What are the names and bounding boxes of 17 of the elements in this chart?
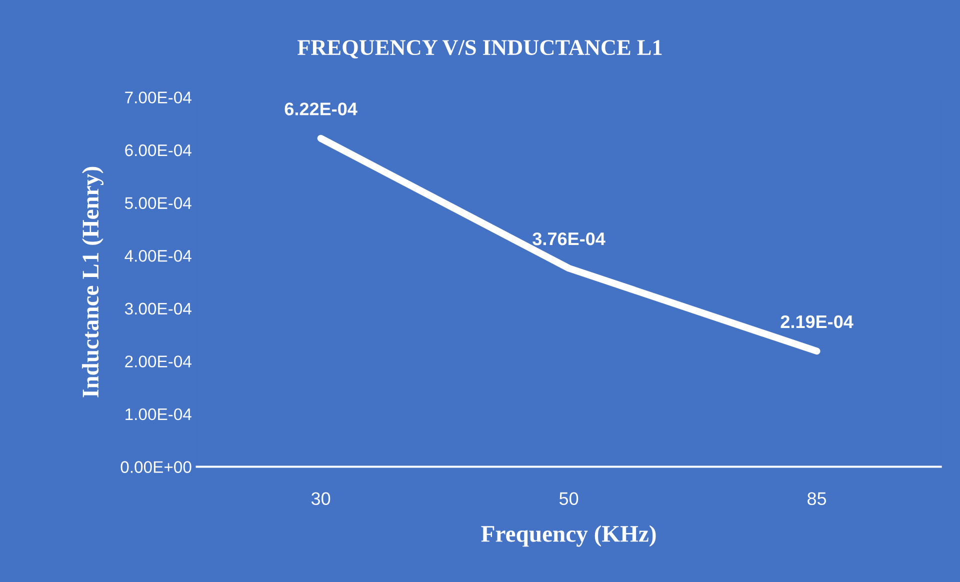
chart-title: FREQUENCY V/S INDUCTANCE L1 — [298, 40, 662, 58]
y-tick-label: 2.00E-04 — [125, 356, 192, 368]
y-axis-title: Inductance L1 (Henry) — [82, 166, 104, 398]
y-tick-label: 7.00E-04 — [125, 92, 192, 104]
y-tick-label: 1.00E-04 — [126, 408, 192, 420]
y-tick-label: 5.00E-04 — [124, 197, 192, 209]
y-tick-label: 3.00E-04 — [124, 302, 192, 315]
x-tick-label: 30 — [311, 492, 330, 506]
data-label: 3.76E-04 — [532, 232, 606, 246]
data-label: 6.22E-04 — [284, 102, 358, 116]
data-label: 2.19E-04 — [780, 315, 854, 328]
x-tick-label: 50 — [559, 492, 578, 506]
y-tick-label: 6.00E-04 — [125, 144, 192, 156]
x-tick-label: 85 — [808, 492, 826, 506]
x-axis-title: Frequency (KHz) — [481, 525, 656, 547]
y-tick-label: 0.00E+00 — [120, 461, 192, 473]
y-tick-label: 4.00E-04 — [124, 250, 192, 262]
